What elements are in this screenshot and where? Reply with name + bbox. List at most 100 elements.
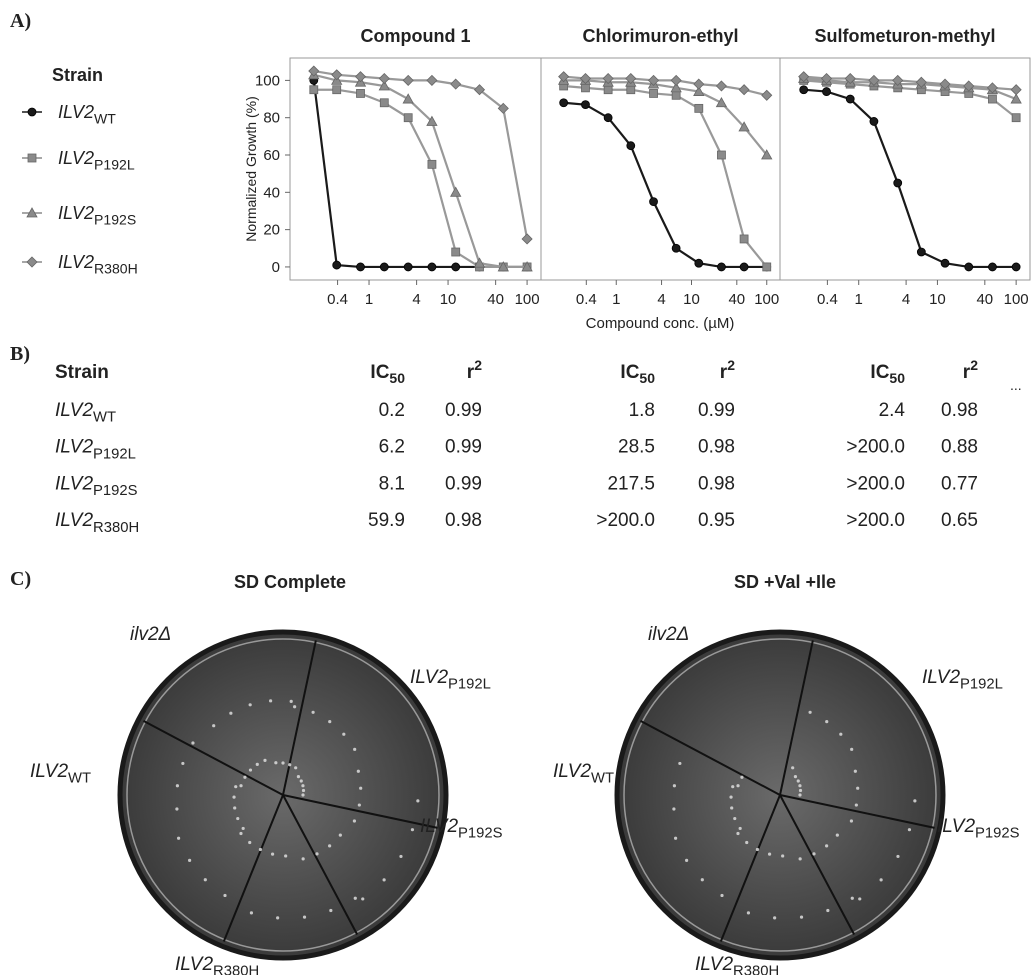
gene: ILV2 [58, 203, 94, 223]
table-header: r2 [963, 357, 978, 383]
colony [359, 787, 362, 790]
colony [729, 796, 732, 799]
colony [361, 897, 364, 900]
x-tick-label: 0.4 [817, 291, 838, 308]
strain-label: ILV2R380H [58, 252, 138, 276]
colony [730, 806, 733, 809]
x-tick-label: 10 [440, 291, 457, 308]
table-cell: 6.2 [379, 437, 405, 458]
allele: P192S [93, 483, 138, 499]
header-sub: 50 [389, 370, 405, 386]
colony [685, 859, 688, 862]
marker [581, 101, 589, 109]
strain-label: ILV2P192L [55, 437, 136, 463]
allele: R380H [93, 520, 139, 536]
marker [650, 198, 658, 206]
table-cell: >200.0 [846, 510, 905, 531]
marker [310, 86, 318, 94]
y-tick-label: 80 [263, 110, 280, 127]
colony [768, 852, 771, 855]
colony [274, 761, 277, 764]
table-header: IC50 [370, 362, 405, 386]
x-tick-label: 1 [365, 291, 373, 308]
marker [740, 263, 748, 271]
marker [740, 235, 748, 243]
colony [733, 817, 736, 820]
allele: WT [68, 771, 91, 787]
gene: ILV2 [922, 667, 960, 688]
table-cell: 1.8 [629, 400, 655, 421]
allele: P192L [448, 677, 491, 693]
allele: R380H [94, 260, 138, 276]
header-sub: 50 [889, 370, 905, 386]
colony [850, 748, 853, 751]
strain-label: ILV2R380H [55, 510, 139, 536]
colony [249, 703, 252, 706]
marker [717, 263, 725, 271]
colony [357, 770, 360, 773]
colony [233, 806, 236, 809]
plate-title: SD Complete [234, 572, 346, 592]
x-tick-label: 10 [929, 291, 946, 308]
colony [411, 828, 414, 831]
marker [380, 99, 388, 107]
strain-label: ILV2P192S [58, 203, 136, 227]
colony [736, 832, 739, 835]
table-cell: 0.98 [698, 473, 735, 494]
colony [800, 916, 803, 919]
colony [297, 775, 300, 778]
header-sup: 2 [474, 357, 482, 373]
table-cell: 0.98 [941, 400, 978, 421]
colony [177, 837, 180, 840]
table-cell: 0.99 [698, 400, 735, 421]
allele: P192S [975, 826, 1020, 842]
x-tick-label: 40 [728, 291, 745, 308]
colony [281, 761, 284, 764]
gene: ILV2 [55, 400, 93, 421]
colony [740, 776, 743, 779]
marker [800, 86, 808, 94]
marker [988, 95, 996, 103]
strain-label: ILV2P192S [55, 473, 138, 499]
colony [798, 784, 801, 787]
table-cell: 0.99 [445, 400, 482, 421]
table-cell: 8.1 [379, 473, 405, 494]
colony [747, 911, 750, 914]
colony [399, 855, 402, 858]
marker [604, 86, 612, 94]
colony [229, 712, 232, 715]
colony [175, 807, 178, 810]
figure: A) B) C) Strain ILV2WTILV2P192LILV2P192S… [0, 0, 1034, 975]
colony [736, 784, 739, 787]
colony [850, 819, 853, 822]
x-tick-label: 4 [657, 291, 665, 308]
gene: ILV2 [58, 148, 94, 168]
colony [773, 916, 776, 919]
colony [756, 848, 759, 851]
colony [678, 762, 681, 765]
colony [256, 763, 259, 766]
colony [301, 784, 304, 787]
colony [913, 799, 916, 802]
colony [745, 841, 748, 844]
colony [839, 733, 842, 736]
y-tick-label: 40 [263, 184, 280, 201]
colony [300, 779, 303, 782]
colony [329, 909, 332, 912]
colony [701, 878, 704, 881]
header-sup: 2 [970, 357, 978, 373]
marker [627, 142, 635, 150]
table-cell: 59.9 [368, 510, 405, 531]
x-tick-label: 100 [754, 291, 779, 308]
strain-label: ILV2R380H [175, 954, 259, 975]
allele: WT [94, 110, 116, 126]
colony [781, 854, 784, 857]
colony [301, 793, 304, 796]
header-sub: 50 [639, 370, 655, 386]
table-cell: 0.88 [941, 437, 978, 458]
strain-label: ILV2WT [30, 761, 91, 787]
colony [243, 776, 246, 779]
header-sup: 2 [727, 357, 735, 373]
colony [342, 733, 345, 736]
table-header: r2 [467, 357, 482, 383]
